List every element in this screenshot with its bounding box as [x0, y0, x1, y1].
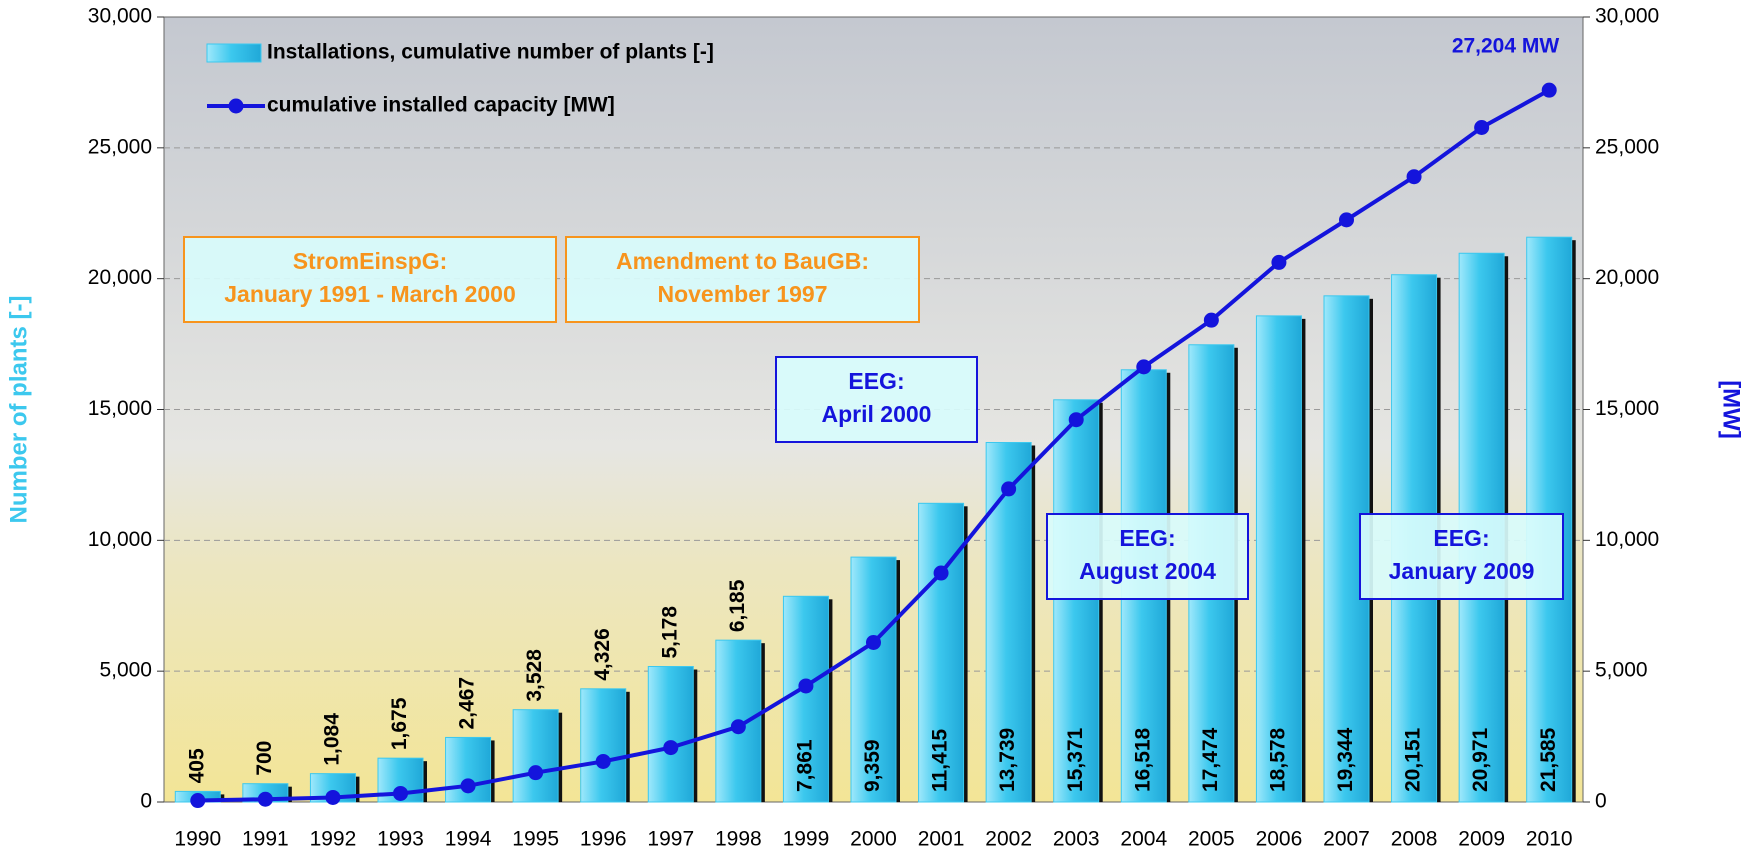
page: 0 5,000 10,000 15,000 20,000 25,000 30,000 0 5,0… [0, 0, 1751, 861]
x-tick-label: 2009 [1458, 828, 1505, 851]
bar-value-label: 20,971 [1469, 727, 1492, 792]
line-point [1339, 212, 1354, 227]
bar-value-label: 17,474 [1199, 727, 1222, 792]
bar-value-label: 700 [253, 741, 276, 776]
bar-value-label: 11,415 [929, 729, 952, 792]
legend-marker [229, 99, 244, 114]
annotation-text: April 2000 [822, 401, 932, 427]
y-tick-label: 10,000 [88, 528, 152, 551]
x-tick-label: 1994 [445, 828, 492, 851]
line-point [1474, 120, 1489, 135]
x-tick-label: 1998 [715, 828, 762, 851]
bar-value-label: 15,371 [1064, 727, 1087, 792]
y-axis-label: Number of plants [-] [5, 296, 32, 524]
line-point [1001, 481, 1016, 496]
annotation-text: EEG: [848, 368, 904, 394]
line-point [393, 786, 408, 801]
y2-tick-label: 15,000 [1595, 397, 1659, 420]
line-point [1271, 255, 1286, 270]
y2-tick-label: 30,000 [1595, 5, 1659, 28]
bar-value-label: 3,528 [523, 649, 546, 702]
bar-value-label: 19,344 [1334, 727, 1357, 792]
line-value-label: 27,204 MW [1452, 35, 1560, 58]
bar-value-label: 16,518 [1131, 727, 1154, 792]
bar-value-label: 21,585 [1537, 727, 1560, 792]
x-tick-label: 2000 [850, 828, 897, 851]
y-tick-label: 30,000 [88, 5, 152, 28]
x-tick-label: 2001 [918, 828, 965, 851]
x-tick-label: 2004 [1120, 828, 1167, 851]
line-point [934, 566, 949, 581]
bar-value-label: 405 [185, 748, 208, 783]
line-point [1204, 313, 1219, 328]
x-tick-label: 1996 [580, 828, 627, 851]
line-point [1542, 83, 1557, 98]
y2-tick-label: 25,000 [1595, 135, 1659, 158]
annotation-text: November 1997 [657, 281, 827, 307]
annotation-text: EEG: [1119, 525, 1175, 551]
annotation-text: January 1991 - March 2000 [224, 281, 516, 307]
bar-value-label: 2,467 [456, 677, 479, 730]
x-tick-label: 2006 [1256, 828, 1303, 851]
x-tick-label: 1999 [783, 828, 830, 851]
y2-tick-label: 0 [1595, 790, 1607, 813]
line-point [528, 765, 543, 780]
x-tick-label: 1991 [242, 828, 289, 851]
bar-value-label: 18,578 [1266, 727, 1289, 792]
line-point [663, 740, 678, 755]
annotation-text: August 2004 [1079, 558, 1216, 584]
bar-value-label: 5,178 [658, 606, 681, 659]
legend-swatch [207, 44, 261, 62]
x-tick-label: 2007 [1323, 828, 1370, 851]
x-tick-label: 2010 [1526, 828, 1573, 851]
bar [581, 689, 626, 802]
y-tick-label: 15,000 [88, 397, 152, 420]
annotation-text: StromEinspG: [293, 248, 448, 274]
line-point [596, 754, 611, 769]
x-tick-label: 2002 [985, 828, 1032, 851]
bar-value-label: 1,675 [388, 697, 411, 750]
bar-value-label: 13,739 [996, 728, 1019, 792]
y2-tick-label: 10,000 [1595, 528, 1659, 551]
line-point [1407, 169, 1422, 184]
x-tick-label: 2005 [1188, 828, 1235, 851]
x-tick-label: 1990 [174, 828, 221, 851]
chart: 0 5,000 10,000 15,000 20,000 25,000 30,000 0 5,0… [0, 0, 1751, 861]
annotation-text: January 2009 [1389, 558, 1535, 584]
y2-axis-label: [MW] [1718, 380, 1745, 439]
x-tick-label: 1995 [512, 828, 559, 851]
x-tick-label: 2008 [1391, 828, 1438, 851]
y-tick-label: 25,000 [88, 135, 152, 158]
annotation-text: EEG: [1433, 525, 1489, 551]
bar-value-label: 7,861 [793, 739, 816, 792]
annotation-text: Amendment to BauGB: [616, 248, 869, 274]
x-tick-label: 1993 [377, 828, 424, 851]
bar-value-label: 1,084 [320, 713, 343, 766]
line-point [325, 790, 340, 805]
legend-label: Installations, cumulative number of plan… [267, 41, 714, 64]
line-point [258, 792, 273, 807]
y-tick-label: 20,000 [88, 266, 152, 289]
bar [648, 667, 693, 802]
y2-tick-label: 20,000 [1595, 266, 1659, 289]
line-point [866, 635, 881, 650]
line-point [731, 719, 746, 734]
bar-value-label: 4,326 [591, 628, 614, 681]
line-point [1136, 359, 1151, 374]
bar-value-label: 9,359 [861, 739, 884, 792]
bar-value-label: 20,151 [1402, 727, 1425, 792]
line-point [798, 678, 813, 693]
x-tick-label: 2003 [1053, 828, 1100, 851]
y-tick-label: 5,000 [99, 659, 152, 682]
line-point [190, 793, 205, 808]
bar-value-label: 6,185 [726, 579, 749, 632]
y2-tick-label: 5,000 [1595, 659, 1648, 682]
x-tick-label: 1997 [647, 828, 694, 851]
line-point [461, 778, 476, 793]
x-tick-label: 1992 [310, 828, 357, 851]
bar [513, 710, 558, 802]
line-point [1069, 412, 1084, 427]
legend-label: cumulative installed capacity [MW] [267, 94, 615, 117]
y-tick-label: 0 [140, 790, 152, 813]
